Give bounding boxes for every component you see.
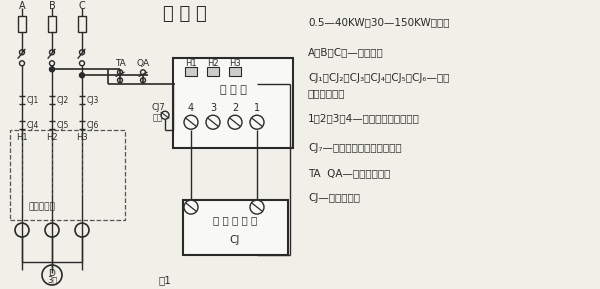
Circle shape bbox=[49, 67, 55, 72]
Circle shape bbox=[140, 70, 146, 75]
Text: H2: H2 bbox=[207, 59, 219, 68]
Text: H2: H2 bbox=[46, 133, 58, 142]
Circle shape bbox=[206, 115, 220, 129]
Circle shape bbox=[49, 61, 55, 66]
Text: H3: H3 bbox=[76, 133, 88, 142]
Text: CJ₁、CJ₂、CJ₃、CJ₄、CJ₅、CJ₆—交流: CJ₁、CJ₂、CJ₃、CJ₄、CJ₅、CJ₆—交流 bbox=[308, 73, 449, 83]
Text: C: C bbox=[79, 1, 85, 11]
Circle shape bbox=[42, 265, 62, 285]
Text: CJ5: CJ5 bbox=[57, 121, 70, 130]
Text: CJ—接触器线圈: CJ—接触器线圈 bbox=[308, 193, 360, 203]
Circle shape bbox=[250, 200, 264, 214]
Text: A、B、C、—三相电源: A、B、C、—三相电源 bbox=[308, 47, 384, 57]
Text: H1: H1 bbox=[185, 59, 197, 68]
Text: 4: 4 bbox=[188, 103, 194, 113]
Text: 接触器主触头: 接触器主触头 bbox=[308, 88, 346, 98]
Text: CJ7: CJ7 bbox=[151, 103, 165, 112]
Text: 2: 2 bbox=[232, 103, 238, 113]
Bar bbox=[229, 67, 241, 76]
Circle shape bbox=[184, 200, 198, 214]
Bar bbox=[207, 67, 219, 76]
Text: QA: QA bbox=[136, 59, 149, 68]
Circle shape bbox=[19, 61, 25, 66]
Text: 0.5—40KW、30—150KW接线图: 0.5—40KW、30—150KW接线图 bbox=[308, 17, 449, 27]
Circle shape bbox=[79, 61, 85, 66]
Circle shape bbox=[228, 115, 242, 129]
Circle shape bbox=[19, 50, 25, 55]
Text: 3: 3 bbox=[210, 103, 216, 113]
Text: CJ₇—交流接触器辅助常开触头: CJ₇—交流接触器辅助常开触头 bbox=[308, 143, 401, 153]
Text: 1: 1 bbox=[254, 103, 260, 113]
Text: D: D bbox=[49, 268, 55, 277]
Circle shape bbox=[79, 73, 85, 78]
Text: 保 护 器: 保 护 器 bbox=[220, 85, 247, 95]
Text: TA: TA bbox=[115, 59, 125, 68]
Text: CJ4: CJ4 bbox=[27, 121, 40, 130]
Text: 接 线 图: 接 线 图 bbox=[163, 5, 207, 23]
Circle shape bbox=[118, 70, 122, 75]
Circle shape bbox=[118, 78, 122, 83]
Bar bbox=[78, 16, 86, 32]
Bar bbox=[48, 16, 56, 32]
Text: CJ6: CJ6 bbox=[87, 121, 100, 130]
Bar bbox=[10, 130, 125, 220]
Circle shape bbox=[49, 50, 55, 55]
Circle shape bbox=[250, 115, 264, 129]
Text: H3: H3 bbox=[229, 59, 241, 68]
Circle shape bbox=[140, 78, 146, 83]
Circle shape bbox=[184, 115, 198, 129]
Text: 图1: 图1 bbox=[158, 275, 172, 285]
Text: CJ: CJ bbox=[230, 235, 240, 245]
Text: 穿过导线孔: 穿过导线孔 bbox=[29, 203, 55, 212]
Circle shape bbox=[45, 223, 59, 237]
Bar bbox=[183, 200, 288, 255]
Circle shape bbox=[161, 111, 169, 119]
Text: 接 触 器 线 圈: 接 触 器 线 圈 bbox=[213, 215, 257, 225]
Bar bbox=[18, 16, 26, 32]
Text: A: A bbox=[19, 1, 25, 11]
Text: 自锁: 自锁 bbox=[153, 114, 163, 123]
Circle shape bbox=[75, 223, 89, 237]
Circle shape bbox=[15, 223, 29, 237]
Text: B: B bbox=[49, 1, 55, 11]
Text: 1、2、3、4—保护器接线端子号码: 1、2、3、4—保护器接线端子号码 bbox=[308, 113, 420, 123]
Text: H1: H1 bbox=[16, 133, 28, 142]
Circle shape bbox=[79, 50, 85, 55]
Bar bbox=[185, 67, 197, 76]
Bar bbox=[173, 58, 293, 148]
Text: CJ1: CJ1 bbox=[27, 96, 39, 105]
Text: CJ3: CJ3 bbox=[87, 96, 100, 105]
Text: TA  QA—停止起动按鈕: TA QA—停止起动按鈕 bbox=[308, 168, 391, 178]
Text: CJ2: CJ2 bbox=[57, 96, 69, 105]
Text: 3～: 3～ bbox=[47, 275, 57, 284]
